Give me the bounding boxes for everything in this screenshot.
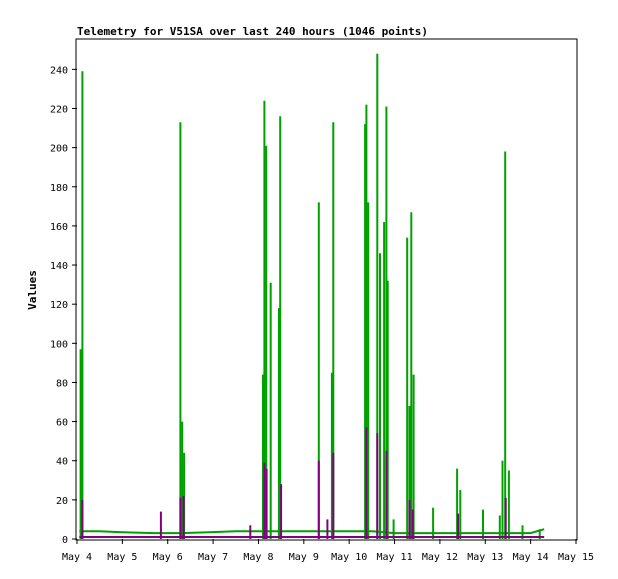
x-tick-label: May 7 — [198, 552, 228, 563]
y-tick-label: 100 — [50, 339, 68, 350]
y-tick-label: 20 — [56, 496, 68, 507]
axis-layer: May 4 May 5 May 6 May 7 May 8 May 9 May 10 May … — [50, 65, 594, 563]
y-tick-label: 200 — [50, 144, 68, 155]
x-tick-label: May 4 — [62, 552, 92, 563]
x-tick-label: May 6 — [153, 552, 183, 563]
x-tick-label: May 14 — [513, 552, 549, 563]
series-1 — [79, 427, 545, 539]
x-tick-label: May 15 — [558, 552, 594, 563]
series-layer — [79, 53, 545, 539]
y-tick-label: 40 — [56, 457, 68, 468]
x-tick-label: May 9 — [289, 552, 319, 563]
x-tick-label: May 13 — [467, 552, 503, 563]
x-tick-label: May 10 — [331, 552, 367, 563]
x-tick-label: May 11 — [376, 552, 412, 563]
y-tick-label: 120 — [50, 300, 68, 311]
plot-frame — [75, 38, 578, 541]
y-tick-label: 160 — [50, 222, 68, 233]
x-tick-label: May 8 — [243, 552, 273, 563]
x-tick-label: May 12 — [422, 552, 458, 563]
y-tick-label: 60 — [56, 418, 68, 429]
series-0-baseline-line — [79, 528, 545, 535]
y-tick-label: 180 — [50, 183, 68, 194]
y-tick-label: 140 — [50, 261, 68, 272]
chart-title: Telemetry for V51SA over last 240 hours … — [77, 25, 428, 38]
y-tick-label: 240 — [50, 65, 68, 76]
y-tick-label: 220 — [50, 104, 68, 115]
y-tick-label: 0 — [62, 535, 68, 546]
x-tick-label: May 5 — [107, 552, 137, 563]
y-tick-label: 80 — [56, 378, 68, 389]
y-axis-label: Values — [26, 270, 39, 310]
